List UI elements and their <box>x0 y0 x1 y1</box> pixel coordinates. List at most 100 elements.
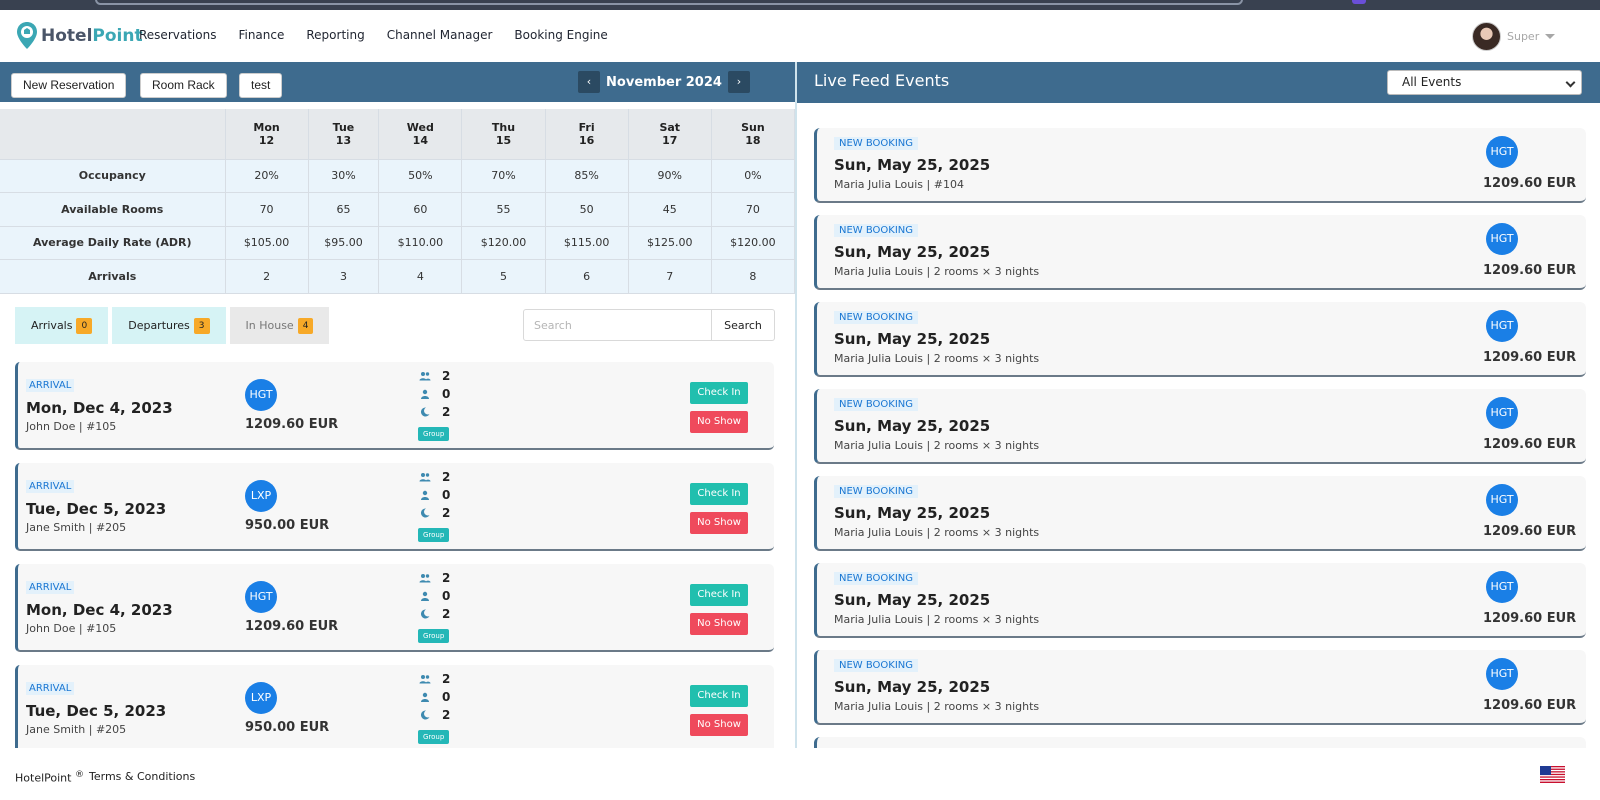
grid-cell: 20% <box>225 159 309 193</box>
nav-booking-engine[interactable]: Booking Engine <box>514 28 608 42</box>
children-count: 0 <box>442 589 451 603</box>
day-name: Thu <box>491 120 516 134</box>
children-count: 0 <box>442 387 451 401</box>
no-show-button[interactable]: No Show <box>690 411 748 433</box>
live-feed-header: Live Feed Events All Events <box>797 62 1600 103</box>
moon-icon <box>418 506 432 520</box>
feed-event-card[interactable]: NEW BOOKING Sun, May 25, 2025 Maria Julia … <box>814 650 1586 725</box>
day-number: 17 <box>662 133 678 147</box>
footer-brand-name: HotelPoint <box>15 771 72 785</box>
grid-row-arrivals: Arrivals 2 3 4 5 6 7 8 <box>0 259 796 294</box>
channel-badge: HGT <box>1486 136 1518 168</box>
channel-badge: HGT <box>245 379 277 411</box>
search-input[interactable] <box>523 309 712 341</box>
nights-count: 2 <box>442 607 451 621</box>
event-amount: 1209.60 EUR <box>1483 611 1577 626</box>
day-header: Thu 15 <box>461 109 546 160</box>
count-badge: 4 <box>297 317 314 334</box>
event-date: Sun, May 25, 2025 <box>834 156 991 174</box>
feed-event-card[interactable]: NEW BOOKING Sun, May 25, 2025 Maria Julia … <box>814 476 1586 551</box>
nav-reporting[interactable]: Reporting <box>306 28 365 42</box>
adults-icon <box>418 470 432 484</box>
us-flag-icon[interactable] <box>1540 766 1565 783</box>
nav-channel-manager[interactable]: Channel Manager <box>386 28 493 42</box>
adults-icon <box>418 571 432 585</box>
new-reservation-button[interactable]: New Reservation <box>11 73 127 98</box>
logo-text-point: Point <box>92 26 143 46</box>
no-show-button[interactable]: No Show <box>690 613 748 635</box>
feed-event-card-partial[interactable] <box>814 737 1586 748</box>
guest-info: Jane Smith | #205 <box>26 521 127 534</box>
event-date: Sun, May 25, 2025 <box>834 417 991 435</box>
event-amount: 1209.60 EUR <box>1483 176 1577 191</box>
tab-departures[interactable]: Departures 3 <box>112 307 226 344</box>
grid-cell: 65 <box>308 192 380 227</box>
chevron-down-icon <box>1545 34 1556 39</box>
no-show-button[interactable]: No Show <box>690 714 748 736</box>
toolbar: New Reservation Room Rack test ‹ Novembe… <box>0 62 795 102</box>
nav-finance[interactable]: Finance <box>238 28 285 42</box>
grid-cell: 70 <box>225 192 309 227</box>
tab-arrivals[interactable]: Arrivals 0 <box>15 307 109 344</box>
row-label: Arrivals <box>0 259 226 294</box>
channel-badge: LXP <box>245 682 277 714</box>
search-button[interactable]: Search <box>712 309 775 341</box>
feed-event-card[interactable]: NEW BOOKING Sun, May 25, 2025 Maria Julia … <box>814 128 1586 203</box>
live-feed-list: NEW BOOKING Sun, May 25, 2025 Maria Julia … <box>814 128 1586 748</box>
address-bar[interactable] <box>95 0 1243 5</box>
nav-reservations[interactable]: Reservations <box>139 28 217 42</box>
event-detail: Maria Julia Louis | 2 rooms × 3 nights <box>834 700 1040 713</box>
arrival-date: Mon, Dec 4, 2023 <box>26 601 173 619</box>
channel-badge: LXP <box>245 480 277 512</box>
day-name: Fri <box>578 120 595 134</box>
event-date: Sun, May 25, 2025 <box>834 678 991 696</box>
group-tag: Group <box>418 528 450 542</box>
user-name: Super <box>1507 30 1540 43</box>
adults-count: 2 <box>442 470 451 484</box>
feed-event-card[interactable]: NEW BOOKING Sun, May 25, 2025 Maria Julia … <box>814 389 1586 464</box>
user-menu[interactable]: Super <box>1472 22 1556 51</box>
check-in-button[interactable]: Check In <box>690 382 748 404</box>
check-in-button[interactable]: Check In <box>690 584 748 606</box>
avatar <box>1472 22 1501 51</box>
check-in-button[interactable]: Check In <box>690 685 748 707</box>
month-label: November 2024 <box>606 74 722 90</box>
day-name: Sat <box>659 120 681 134</box>
event-detail: Maria Julia Louis | 2 rooms × 3 nights <box>834 613 1040 626</box>
day-number: 15 <box>495 133 512 147</box>
feed-event-card[interactable]: NEW BOOKING Sun, May 25, 2025 Maria Julia … <box>814 215 1586 290</box>
prev-month-button[interactable]: ‹ <box>578 71 600 93</box>
occupancy-grid: Mon 12 Tue 13 Wed 14 Thu 15 Fri 16 Sat 17 Sun 1… <box>0 109 796 294</box>
reservation-card[interactable]: ARRIVAL Tue, Dec 5, 2023 Jane Smith | #205… <box>15 463 774 551</box>
hotelpoint-logo[interactable]: HotelPoint <box>16 20 143 52</box>
feed-event-card[interactable]: NEW BOOKING Sun, May 25, 2025 Maria Julia … <box>814 302 1586 377</box>
grid-cell: 50% <box>378 159 463 193</box>
feed-event-card[interactable]: NEW BOOKING Sun, May 25, 2025 Maria Julia … <box>814 563 1586 638</box>
grid-cell: 7 <box>628 259 712 294</box>
reservation-card[interactable]: ARRIVAL Mon, Dec 4, 2023 John Doe | #105 HG… <box>15 362 774 450</box>
guest-info: John Doe | #105 <box>26 622 117 635</box>
reservation-card[interactable]: ARRIVAL Mon, Dec 4, 2023 John Doe | #105 HG… <box>15 564 774 652</box>
room-rack-button[interactable]: Room Rack <box>140 73 227 98</box>
nights-count: 2 <box>442 405 451 419</box>
tab-in-house[interactable]: In House 4 <box>229 307 330 344</box>
event-filter-select[interactable]: All Events <box>1387 70 1582 95</box>
grid-cell: 85% <box>545 159 629 193</box>
grid-cell: $120.00 <box>461 226 546 260</box>
event-detail: Maria Julia Louis | 2 rooms × 3 nights <box>834 526 1040 539</box>
child-icon <box>418 589 432 603</box>
reservation-card[interactable]: ARRIVAL Tue, Dec 5, 2023 Jane Smith | #205… <box>15 665 774 748</box>
test-button[interactable]: test <box>239 73 283 98</box>
grid-cell: 30% <box>308 159 380 193</box>
terms-link[interactable]: Terms & Conditions <box>89 770 196 783</box>
group-tag: Group <box>418 427 450 441</box>
day-header: Tue 13 <box>308 109 380 160</box>
next-month-button[interactable]: › <box>728 71 750 93</box>
grid-cell: 0% <box>711 159 796 193</box>
no-show-button[interactable]: No Show <box>690 512 748 534</box>
channel-badge: HGT <box>1486 571 1518 603</box>
day-number: 12 <box>258 133 275 147</box>
status-badge: ARRIVAL <box>26 581 75 594</box>
check-in-button[interactable]: Check In <box>690 483 748 505</box>
day-header: Sun 18 <box>711 109 796 160</box>
